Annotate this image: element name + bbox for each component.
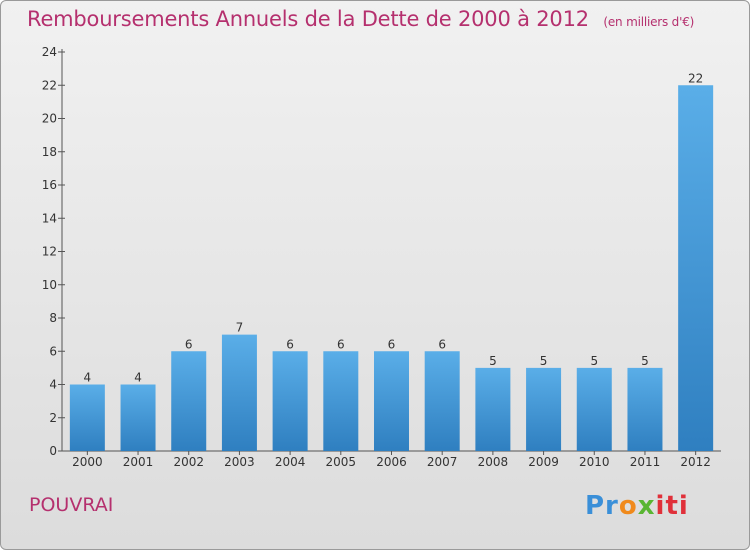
logo-part-1: Pr xyxy=(585,491,619,521)
bar xyxy=(221,334,257,451)
bar xyxy=(526,367,562,451)
bar xyxy=(678,85,714,451)
y-tick-label: 0 xyxy=(49,444,57,458)
bar-value-label: 6 xyxy=(185,337,193,351)
x-tick-label: 2010 xyxy=(579,455,610,469)
x-tick-label: 2008 xyxy=(478,455,509,469)
bar-value-label: 6 xyxy=(388,337,396,351)
x-tick-label: 2011 xyxy=(630,455,661,469)
chart-unit-label: (en milliers d'€) xyxy=(603,15,695,29)
y-tick-label: 22 xyxy=(42,78,57,92)
commune-name: POUVRAI xyxy=(29,494,114,516)
x-tick-label: 2002 xyxy=(173,455,204,469)
x-tick-label: 2001 xyxy=(123,455,154,469)
bar xyxy=(171,351,207,451)
x-tick-label: 2004 xyxy=(275,455,306,469)
logo-part-4: iti xyxy=(655,491,689,521)
y-tick-label: 24 xyxy=(42,45,57,59)
bar xyxy=(120,384,156,451)
bar xyxy=(69,384,105,451)
y-tick-label: 8 xyxy=(49,311,57,325)
y-tick-label: 14 xyxy=(42,211,57,225)
bar-value-label: 5 xyxy=(540,354,548,368)
x-tick-label: 2006 xyxy=(376,455,407,469)
bar-value-label: 5 xyxy=(489,354,497,368)
y-tick-label: 18 xyxy=(42,145,57,159)
bar-value-label: 4 xyxy=(134,371,142,385)
logo-part-3: x xyxy=(637,491,656,521)
bar xyxy=(272,351,308,451)
y-tick-label: 16 xyxy=(42,178,57,192)
bar-value-label: 6 xyxy=(438,337,446,351)
y-tick-label: 6 xyxy=(49,344,57,358)
bar-value-label: 22 xyxy=(688,71,703,85)
chart-title-text: Remboursements Annuels de la Dette de 20… xyxy=(27,7,589,31)
bar-value-label: 5 xyxy=(641,354,649,368)
x-tick-label: 2005 xyxy=(326,455,357,469)
y-tick-label: 12 xyxy=(42,245,57,259)
x-tick-label: 2003 xyxy=(224,455,255,469)
y-tick-label: 10 xyxy=(42,278,57,292)
logo-part-2: o xyxy=(618,491,638,521)
bar-value-label: 7 xyxy=(236,321,244,335)
y-tick-label: 2 xyxy=(49,411,57,425)
chart-labels: 4 2000 4 2001 6 2002 7 2003 6 2004 6 2005 6 2006 6 2007… xyxy=(72,71,711,469)
bar-value-label: 4 xyxy=(84,371,92,385)
bar xyxy=(424,351,460,451)
bar-value-label: 5 xyxy=(590,354,598,368)
x-tick-label: 2009 xyxy=(528,455,559,469)
bar-value-label: 6 xyxy=(286,337,294,351)
proxiti-logo: Proxiti xyxy=(585,491,689,521)
x-tick-label: 2012 xyxy=(680,455,711,469)
chart-bars xyxy=(69,85,714,451)
bar-value-label: 6 xyxy=(337,337,345,351)
bar xyxy=(576,367,612,451)
chart-title: Remboursements Annuels de la Dette de 20… xyxy=(27,7,694,31)
x-tick-label: 2000 xyxy=(72,455,103,469)
y-tick-label: 4 xyxy=(49,378,57,392)
y-tick-label: 20 xyxy=(42,112,57,126)
bar xyxy=(323,351,359,451)
bar xyxy=(627,367,663,451)
bar xyxy=(475,367,511,451)
x-tick-label: 2007 xyxy=(427,455,458,469)
bar xyxy=(374,351,409,451)
